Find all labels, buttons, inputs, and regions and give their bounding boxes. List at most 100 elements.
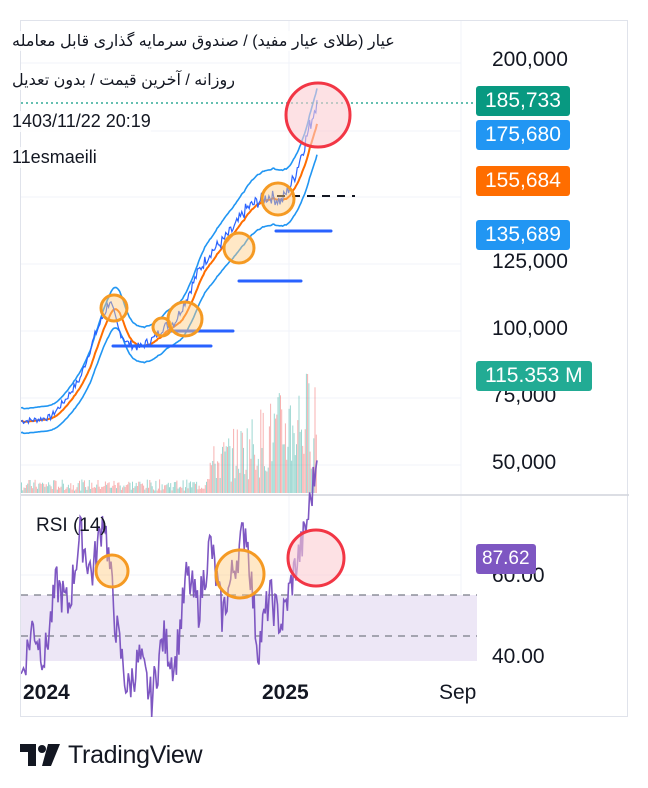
volume-bar	[309, 451, 311, 493]
volume-bar	[275, 418, 277, 493]
volume-bar	[64, 490, 66, 493]
volume-bar	[162, 489, 164, 493]
volume-bar	[238, 468, 240, 493]
volume-bar	[56, 489, 58, 493]
volume-bar	[97, 480, 99, 493]
price-label-volume: 115.353 M	[476, 361, 592, 391]
volume-bar	[48, 482, 50, 493]
volume-bar	[223, 442, 225, 493]
chart-canvas[interactable]: 2024 2025 Sep	[21, 21, 629, 718]
volume-bar	[154, 490, 156, 493]
volume-bar	[280, 395, 281, 493]
volume-bar	[157, 488, 159, 493]
volume-bar	[260, 409, 262, 493]
volume-bar	[250, 458, 252, 493]
volume-bar	[60, 486, 62, 493]
volume-bar	[219, 478, 221, 493]
volume-bar	[113, 480, 115, 493]
volume-bar	[164, 485, 166, 493]
volume-bar	[139, 481, 141, 493]
volume-bar	[287, 446, 289, 493]
volume-bar	[119, 485, 121, 493]
volume-bar	[160, 490, 162, 493]
volume-bar	[292, 425, 294, 493]
volume-bar	[77, 483, 79, 493]
volume-bar	[235, 465, 237, 493]
volume-bar	[270, 403, 272, 493]
volume-bar	[276, 414, 278, 493]
volume-bar	[80, 490, 82, 493]
volume-bar	[58, 486, 59, 493]
volume-bar	[86, 489, 88, 493]
volume-bar	[93, 487, 95, 493]
highlight-circle-5	[260, 181, 296, 217]
volume-bar	[298, 395, 300, 493]
volume-bar	[122, 487, 124, 493]
volume-bar	[249, 439, 251, 493]
volume-bar	[222, 446, 223, 493]
volume-bar	[214, 463, 216, 493]
volume-bar	[159, 479, 161, 493]
volume-bar	[104, 481, 106, 493]
volume-bar	[265, 470, 267, 493]
volume-bar	[53, 480, 55, 493]
volume-bar	[28, 480, 30, 493]
volume-bar	[288, 408, 290, 493]
volume-bar	[75, 489, 77, 493]
volume-bar	[124, 487, 126, 493]
volume-bar	[257, 458, 259, 493]
alert-circle-price	[284, 81, 352, 149]
volume-bar	[61, 479, 63, 493]
volume-bar	[91, 482, 93, 493]
bollinger-upper-band	[21, 88, 318, 410]
volume-bar	[62, 483, 64, 493]
volume-bar	[220, 453, 222, 493]
volume-bar	[171, 490, 173, 493]
volume-bar	[134, 486, 136, 493]
volume-bar	[46, 486, 48, 493]
volume-bar	[246, 428, 248, 493]
volume-bar	[230, 481, 232, 493]
volume-bar	[146, 479, 148, 493]
tradingview-logo[interactable]: TradingView	[20, 738, 203, 772]
volume-bar	[101, 486, 103, 493]
volume-bar	[76, 487, 78, 493]
volume-bar	[161, 484, 163, 493]
volume-bar	[207, 479, 209, 493]
rsi-highlight-circles	[94, 548, 266, 600]
volume-bar	[247, 479, 249, 493]
volume-bar	[107, 483, 109, 493]
volume-bar	[180, 486, 182, 493]
volume-bar	[277, 397, 279, 493]
volume-bar	[299, 431, 301, 493]
rsi-highlight-circle-2	[214, 548, 266, 600]
volume-bar	[304, 429, 306, 493]
volume-bar	[149, 480, 151, 493]
volume-bar	[173, 482, 175, 493]
rsi-highlight-circle-1	[94, 553, 130, 589]
highlight-circle-1	[99, 293, 129, 323]
time-label-sep: Sep	[439, 681, 476, 704]
volume-bar	[83, 480, 85, 493]
rsi-band-fill	[21, 595, 477, 661]
volume-bar	[21, 482, 22, 493]
volume-bar	[67, 484, 69, 493]
volume-bar	[302, 445, 304, 493]
chart-frame[interactable]: 2024 2025 Sep	[20, 20, 629, 718]
time-label-2025: 2025	[262, 681, 309, 704]
volume-bar	[82, 482, 84, 493]
volume-bar	[25, 485, 27, 493]
volume-bar	[307, 374, 309, 493]
volume-bar	[229, 446, 231, 493]
volume-bar	[23, 487, 25, 493]
volume-bar	[103, 486, 105, 493]
volume-bar	[244, 474, 246, 493]
volume-bar	[314, 387, 316, 493]
volume-bar	[120, 489, 122, 493]
volume-bar	[294, 455, 296, 493]
volume-bar	[98, 486, 100, 493]
rsi-value-label: 87.62	[476, 544, 536, 574]
volume-bar	[197, 489, 199, 493]
volume-bar	[22, 490, 24, 493]
volume-bar	[51, 489, 53, 493]
